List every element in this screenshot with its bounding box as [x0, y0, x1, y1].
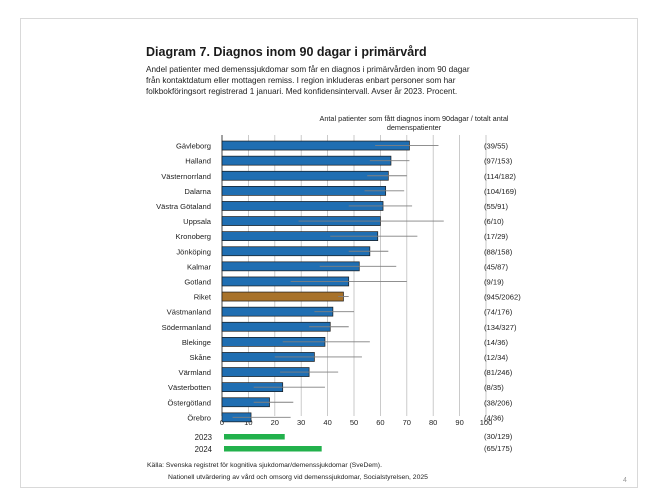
footer-text: Nationell utvärdering av vård och omsorg… [168, 474, 428, 481]
category-label: Södermanland [162, 323, 211, 332]
count-label: (114/182) [484, 172, 516, 181]
year-count-label: (65/175) [484, 444, 513, 453]
x-tick-label: 90 [455, 418, 463, 427]
category-label: Riket [194, 293, 212, 302]
count-label: (8/35) [484, 383, 504, 392]
count-label: (39/55) [484, 142, 509, 151]
chart-title: Diagram 7. Diagnos inom 90 dagar i primä… [146, 45, 427, 59]
category-label: Värmland [179, 368, 212, 377]
category-label: Blekinge [182, 338, 211, 347]
x-tick-label: 40 [323, 418, 331, 427]
x-tick-label: 0 [220, 418, 224, 427]
chart-subtitle: Andel patienter med demenssjukdomar som … [146, 64, 556, 97]
count-label: (38/206) [484, 398, 513, 407]
count-label: (12/34) [484, 353, 509, 362]
category-label: Skåne [189, 353, 211, 362]
category-label: Östergötland [168, 398, 211, 407]
year-count-label: (30/129) [484, 432, 513, 441]
count-label: (945/2062) [484, 293, 521, 302]
x-tick-label: 60 [376, 418, 384, 427]
category-label: Kalmar [187, 262, 212, 271]
count-label: (4/36) [484, 413, 504, 422]
x-tick-label: 10 [244, 418, 252, 427]
subtitle-line: folkbokföringsort registrerad 1 januari.… [146, 87, 458, 96]
bar [221, 186, 387, 196]
category-label: Jönköping [176, 247, 211, 256]
count-label: (9/19) [484, 277, 504, 286]
category-label: Västerbotten [168, 383, 211, 392]
category-label: Västernorrland [161, 172, 211, 181]
count-label: (14/36) [484, 338, 509, 347]
bar [221, 291, 344, 302]
count-label: (55/91) [484, 202, 509, 211]
count-label: (17/29) [484, 232, 509, 241]
x-tick-label: 50 [350, 418, 358, 427]
subtitle-line: från kontaktdatum eller mottagen remiss.… [146, 76, 456, 85]
category-label: Gotland [184, 277, 211, 286]
year-label: 2024 [195, 445, 213, 454]
count-label: (88/158) [484, 247, 513, 256]
bar [221, 170, 389, 181]
count-label: (6/10) [484, 217, 504, 226]
category-label: Dalarna [184, 187, 211, 196]
category-label: Västra Götaland [156, 202, 211, 211]
category-label: Gävleborg [176, 142, 211, 151]
bar [221, 246, 371, 257]
year-label: 2023 [195, 433, 212, 442]
x-tick-label: 70 [403, 418, 411, 427]
page-number: 4 [623, 477, 627, 484]
count-label: (97/153) [484, 157, 513, 166]
subtitle-line: Andel patienter med demenssjukdomar som … [146, 65, 470, 74]
category-label: Örebro [187, 413, 211, 422]
count-label: (74/176) [484, 308, 513, 317]
x-tick-label: 100 [480, 418, 493, 427]
count-label: (104/169) [484, 187, 517, 196]
category-label: Kronoberg [176, 232, 211, 241]
category-label: Västmanland [167, 308, 211, 317]
chart-header-line: demenspatienter [387, 123, 442, 132]
category-label: Uppsala [183, 217, 212, 226]
category-label: Halland [185, 157, 211, 166]
x-tick-label: 30 [297, 418, 305, 427]
bar [221, 155, 392, 166]
x-tick-label: 80 [429, 418, 437, 427]
year-bar [224, 446, 322, 452]
source-note: Källa: Svenska registret för kognitiva s… [147, 462, 382, 469]
count-label: (45/87) [484, 262, 509, 271]
chart-header-line: Antal patienter som fått diagnos inom 90… [319, 114, 508, 123]
count-label: (134/327) [484, 323, 517, 332]
count-label: (81/246) [484, 368, 513, 377]
year-bar [224, 434, 285, 440]
x-tick-label: 20 [271, 418, 279, 427]
